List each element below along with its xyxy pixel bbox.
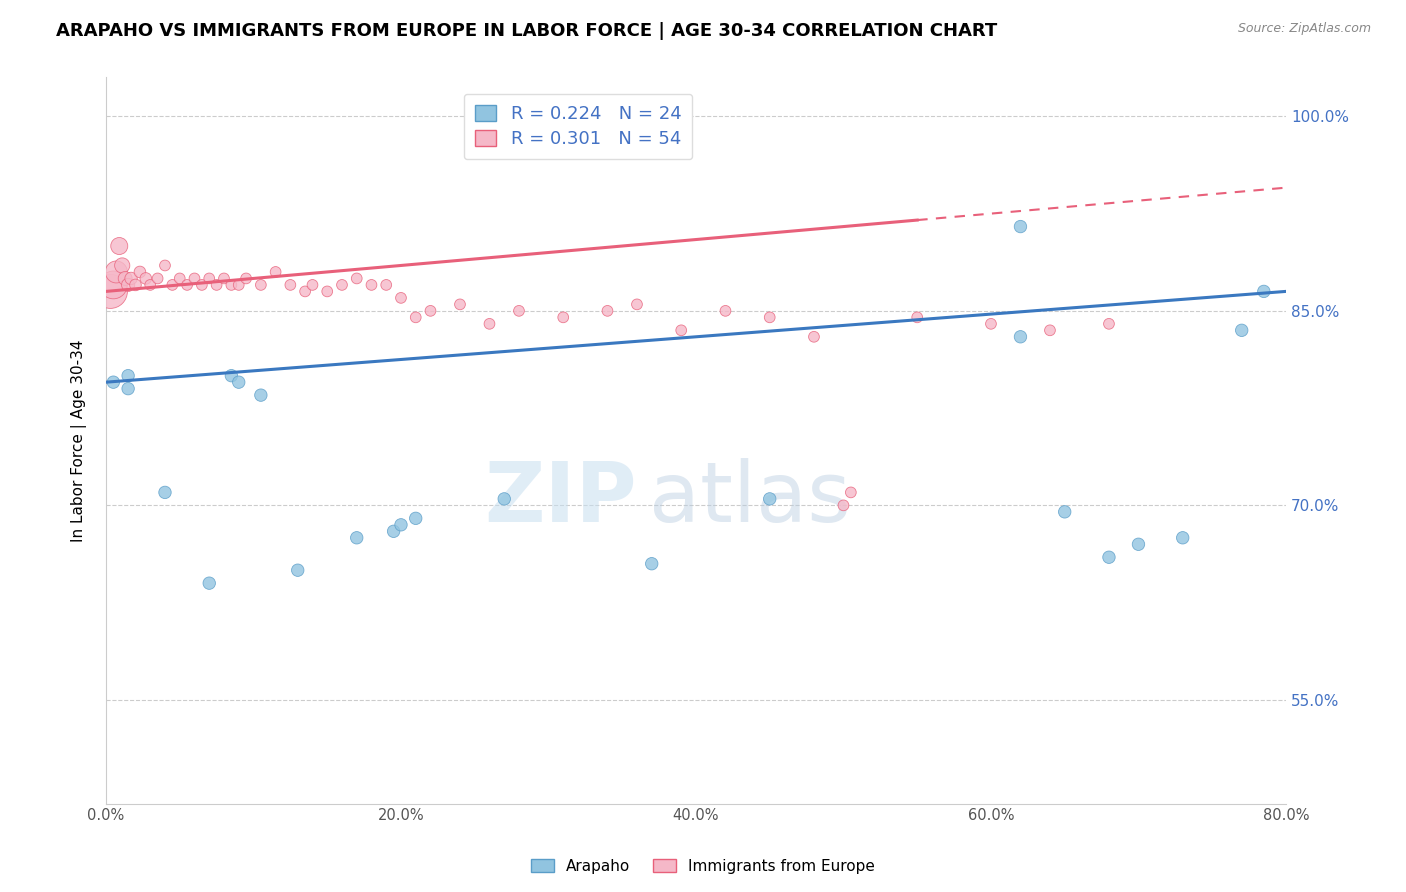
Point (169, 271, 191, 285)
Point (382, 524, 405, 539)
Point (1039, 323, 1062, 337)
Point (1010, 219, 1032, 234)
Point (478, 317, 501, 331)
Legend: R = 0.224   N = 24, R = 0.301   N = 54: R = 0.224 N = 24, R = 0.301 N = 54 (464, 94, 692, 159)
Point (1171, 531, 1194, 545)
Point (839, 485, 862, 500)
Point (176, 277, 198, 292)
Point (803, 330, 825, 344)
Point (1098, 317, 1121, 331)
Point (212, 271, 235, 285)
Point (508, 303, 530, 318)
Text: Source: ZipAtlas.com: Source: ZipAtlas.com (1237, 22, 1371, 36)
Point (146, 271, 169, 285)
Point (1230, 323, 1253, 337)
Point (905, 310, 928, 325)
Point (419, 303, 441, 318)
Point (111, 259, 134, 273)
Point (494, 491, 516, 506)
Point (301, 277, 323, 292)
Point (287, 563, 309, 577)
Point (346, 271, 368, 285)
Point (405, 310, 427, 325)
Point (228, 375, 250, 389)
Point (553, 310, 575, 325)
Point (198, 576, 221, 591)
Point (153, 259, 176, 273)
Point (1128, 537, 1150, 551)
Legend: Arapaho, Immigrants from Europe: Arapaho, Immigrants from Europe (524, 853, 882, 880)
Point (1010, 330, 1032, 344)
Point (316, 285, 339, 299)
Point (758, 491, 780, 506)
Point (375, 277, 398, 292)
Point (153, 485, 176, 500)
Point (191, 277, 214, 292)
Point (389, 291, 412, 305)
Point (183, 271, 205, 285)
Point (108, 239, 131, 253)
Point (1253, 285, 1275, 299)
Point (117, 382, 139, 396)
Point (124, 277, 146, 292)
Point (714, 303, 737, 318)
Point (228, 277, 250, 292)
Point (162, 277, 184, 292)
Point (250, 388, 273, 402)
Point (405, 511, 427, 525)
Point (198, 271, 221, 285)
Point (103, 277, 125, 292)
Point (280, 277, 302, 292)
Point (1098, 550, 1121, 565)
Point (641, 557, 664, 571)
Point (129, 265, 152, 279)
Point (596, 303, 619, 318)
Point (294, 285, 316, 299)
Point (114, 271, 136, 285)
Text: atlas: atlas (648, 458, 851, 539)
Point (980, 317, 1002, 331)
Text: ZIP: ZIP (485, 458, 637, 539)
Point (139, 277, 162, 292)
Point (105, 265, 128, 279)
Point (264, 265, 287, 279)
Point (235, 271, 257, 285)
Point (103, 375, 125, 389)
Point (449, 297, 471, 311)
Point (117, 368, 139, 383)
Text: ARAPAHO VS IMMIGRANTS FROM EUROPE IN LABOR FORCE | AGE 30-34 CORRELATION CHART: ARAPAHO VS IMMIGRANTS FROM EUROPE IN LAB… (56, 22, 997, 40)
Y-axis label: In Labor Force | Age 30-34: In Labor Force | Age 30-34 (72, 339, 87, 541)
Point (671, 323, 693, 337)
Point (626, 297, 648, 311)
Point (135, 271, 157, 285)
Point (360, 277, 382, 292)
Point (330, 277, 353, 292)
Point (120, 271, 142, 285)
Point (205, 277, 228, 292)
Point (1053, 505, 1076, 519)
Point (100, 285, 122, 299)
Point (250, 277, 273, 292)
Point (117, 277, 139, 292)
Point (758, 310, 780, 325)
Point (346, 531, 368, 545)
Point (389, 517, 412, 532)
Point (832, 499, 855, 513)
Point (221, 368, 243, 383)
Point (221, 277, 243, 292)
